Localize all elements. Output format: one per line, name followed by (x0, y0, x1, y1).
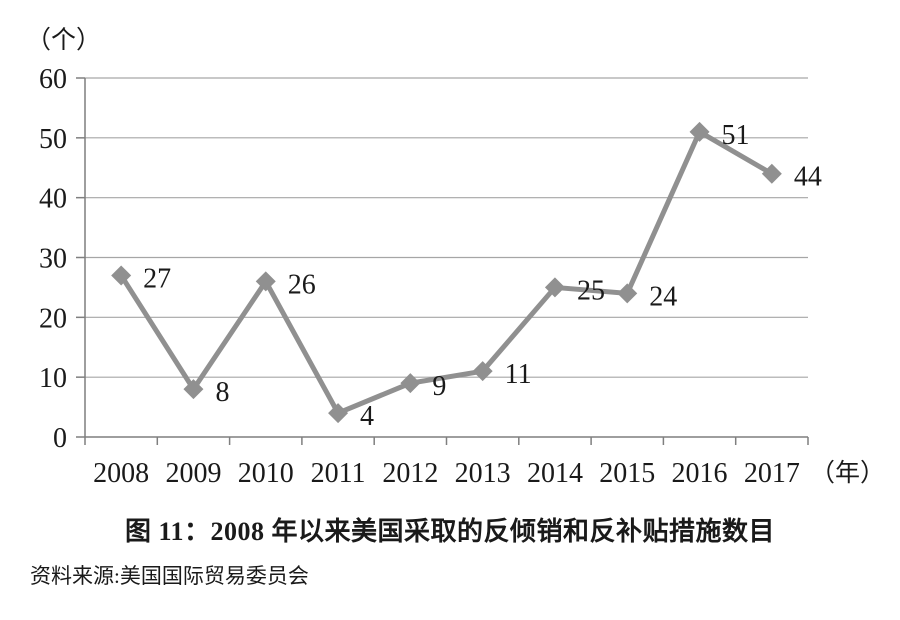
x-tick-label: 2009 (165, 458, 221, 489)
data-point-marker (328, 403, 349, 424)
x-axis-unit-label: （年） (810, 459, 885, 487)
data-point-label: 25 (577, 275, 605, 306)
x-tick-label: 2017 (744, 458, 800, 489)
y-tick-label: 0 (53, 423, 67, 454)
x-tick-label: 2012 (382, 458, 438, 489)
chart-source: 资料来源:美国国际贸易委员会 (30, 564, 309, 588)
x-tick-label: 2016 (672, 458, 728, 489)
x-tick-label: 2013 (455, 458, 511, 489)
data-point-label: 51 (722, 120, 750, 151)
data-point-label: 11 (505, 359, 532, 390)
y-tick-label: 10 (39, 363, 67, 394)
data-point-label: 9 (432, 371, 446, 402)
data-line (119, 128, 774, 417)
y-tick-label: 50 (39, 124, 67, 155)
data-point-label: 8 (215, 377, 229, 408)
data-point-label: 27 (143, 263, 171, 294)
x-tick-label: 2011 (311, 458, 366, 489)
data-point-label: 44 (794, 162, 822, 193)
data-point-marker (617, 283, 638, 304)
y-tick-label: 60 (39, 64, 67, 95)
data-point-marker (689, 121, 710, 142)
x-tick-label: 2015 (599, 458, 655, 489)
data-point-marker (761, 163, 782, 184)
data-point-marker (472, 361, 493, 382)
x-tick-label: 2010 (238, 458, 294, 489)
line-chart: 0 10 20 30 40 50 60 2008 2009 2010 2011 2012 2013 201… (26, 26, 885, 489)
data-point-marker (544, 277, 565, 298)
data-point-marker (111, 265, 132, 286)
y-tick-label: 40 (39, 184, 67, 215)
data-point-label: 24 (649, 281, 677, 312)
data-point-label: 26 (288, 269, 316, 300)
chart-title: 图 11：2008 年以来美国采取的反倾销和反补贴措施数目 (124, 517, 776, 546)
y-tick-label: 30 (39, 244, 67, 275)
x-tick-label: 2008 (93, 458, 149, 489)
data-point-label: 4 (360, 401, 374, 432)
data-point-marker (400, 373, 421, 394)
data-point-marker (183, 379, 204, 400)
x-tick-label: 2014 (527, 458, 583, 489)
y-axis-unit-label: （个） (26, 26, 101, 54)
data-point-marker (255, 271, 276, 292)
y-tick-label: 20 (39, 303, 67, 334)
